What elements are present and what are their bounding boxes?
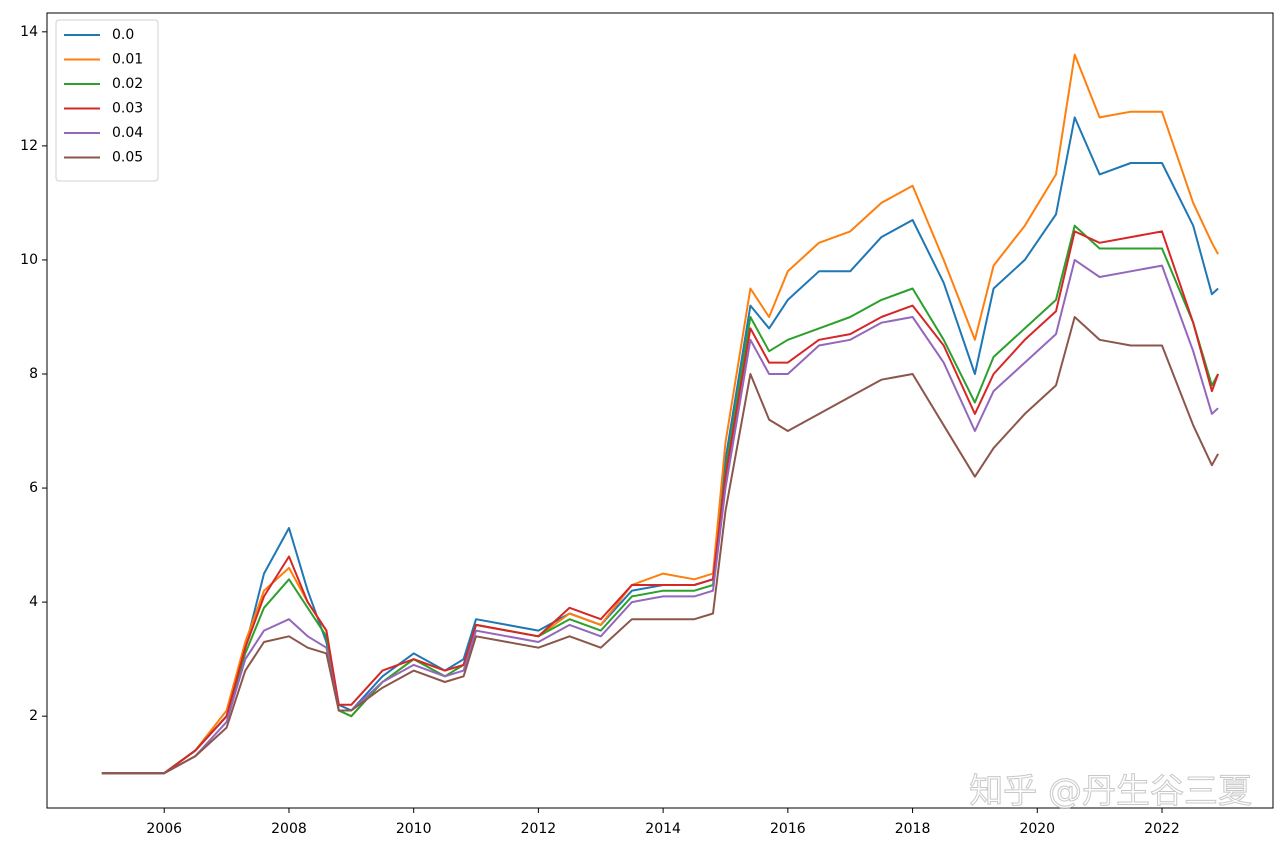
plot-frame [46, 12, 1274, 809]
legend-label: 0.02 [112, 76, 143, 92]
legend-label: 0.0 [112, 27, 134, 43]
y-tick-label: 8 [29, 366, 38, 382]
y-tick-label: 2 [29, 708, 38, 724]
x-tick-label: 2014 [645, 821, 681, 837]
series-line [101, 230, 1220, 775]
y-tick-label: 10 [20, 252, 38, 268]
legend-label: 0.05 [112, 150, 143, 166]
x-tick-label: 2018 [895, 821, 931, 837]
x-tick-label: 2022 [1144, 821, 1180, 837]
x-tick-label: 2016 [770, 821, 806, 837]
series-line [101, 316, 1219, 775]
legend-label: 0.04 [112, 125, 143, 141]
legend-label: 0.03 [112, 101, 143, 117]
x-tick-label: 2012 [521, 821, 557, 837]
x-tick-label: 2006 [146, 821, 182, 837]
y-tick-label: 12 [20, 138, 38, 154]
series-line [101, 116, 1219, 775]
series-line [101, 53, 1219, 775]
legend-label: 0.01 [112, 52, 143, 68]
series-line [101, 224, 1219, 775]
watermark: 知乎 @丹生谷三夏 [969, 772, 1252, 812]
x-tick-label: 2008 [271, 821, 307, 837]
y-tick-label: 6 [29, 480, 38, 496]
series-line [101, 258, 1219, 775]
y-tick-label: 14 [20, 24, 38, 40]
y-tick-label: 4 [29, 594, 38, 610]
x-tick-label: 2020 [1019, 821, 1055, 837]
x-tick-label: 2010 [396, 821, 432, 837]
